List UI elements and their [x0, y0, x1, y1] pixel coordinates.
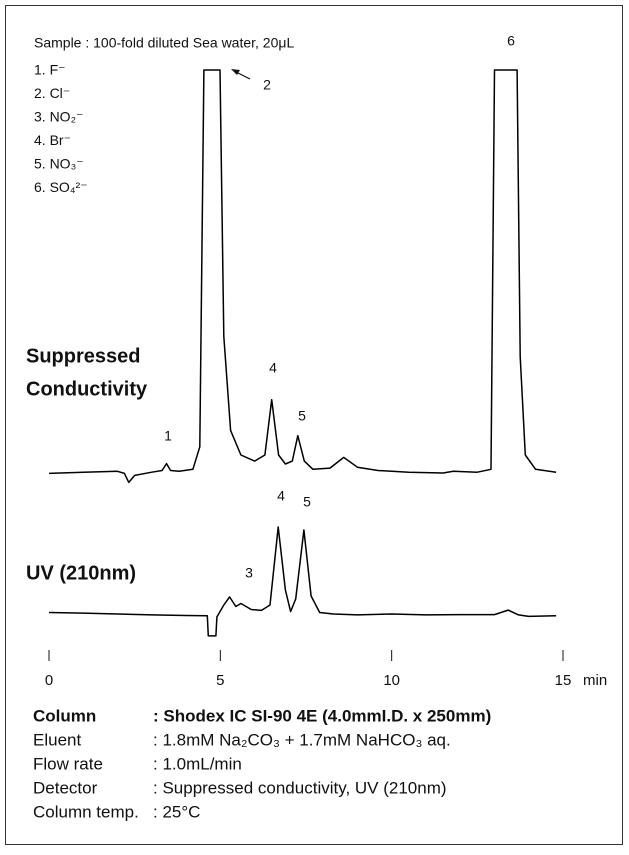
x-axis-unit: min [583, 672, 607, 689]
ion-label: 2. Cl⁻ [34, 85, 70, 101]
ion-label: 4. Br⁻ [34, 132, 71, 148]
peak-label: 2 [263, 77, 271, 93]
arrow-head [231, 69, 240, 75]
trace-title: Suppressed [26, 345, 140, 367]
condition-label: Column temp. [33, 802, 139, 821]
condition-label: Column [33, 706, 96, 725]
condition-value: : 25°C [153, 802, 200, 821]
trace-title: Conductivity [26, 378, 148, 400]
condition-label: Detector [33, 778, 98, 797]
ion-label: 1. F⁻ [34, 62, 66, 78]
condition-label: Flow rate [33, 754, 103, 773]
trace-title: UV (210nm) [26, 562, 136, 584]
condition-value: : 1.0mL/min [153, 754, 242, 773]
peak-label: 1 [164, 428, 172, 444]
x-tick-label: 15 [555, 672, 572, 689]
peak-label: 3 [245, 565, 253, 581]
x-tick-label: 0 [45, 672, 53, 689]
frame [5, 5, 623, 845]
peak-label: 5 [303, 494, 311, 510]
sample-text: Sample : 100-fold diluted Sea water, 20μ… [34, 35, 294, 51]
condition-label: Eluent [33, 730, 81, 749]
condition-value: : 1.8mM Na₂CO₃ + 1.7mM NaHCO₃ aq. [153, 730, 451, 749]
condition-value: : Shodex IC SI-90 4E (4.0mmI.D. x 250mm) [153, 706, 491, 725]
arrow [235, 71, 251, 80]
peak-label: 4 [277, 488, 285, 504]
condition-value: : Suppressed conductivity, UV (210nm) [153, 778, 447, 797]
x-tick-label: 10 [383, 672, 400, 689]
ion-label: 6. SO₄²⁻ [34, 179, 88, 195]
peak-label: 6 [507, 33, 515, 49]
ion-label: 3. NO₂⁻ [34, 109, 83, 125]
x-tick-label: 5 [216, 672, 224, 689]
peak-label: 4 [269, 360, 277, 376]
trace [48, 69, 557, 484]
ion-label: 5. NO₃⁻ [34, 156, 84, 172]
peak-label: 5 [298, 408, 306, 424]
trace [48, 526, 557, 637]
